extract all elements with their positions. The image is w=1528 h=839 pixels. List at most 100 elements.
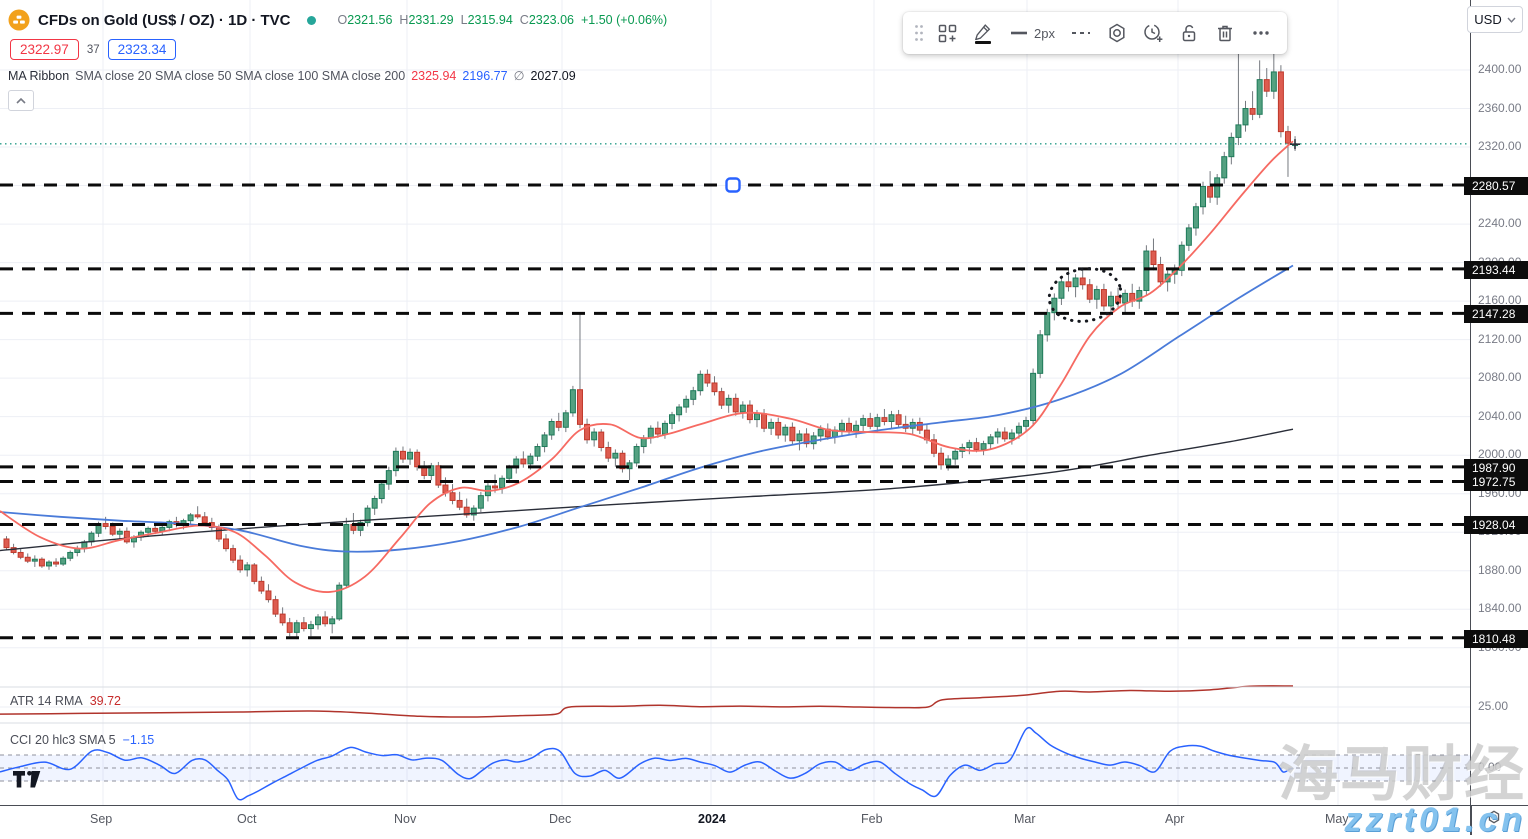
candle-body xyxy=(895,414,902,425)
close-value: 2323.06 xyxy=(528,13,574,27)
gear-hex-icon xyxy=(1488,810,1500,824)
candle-body xyxy=(1178,244,1185,271)
candle-body xyxy=(838,422,845,431)
candle-body xyxy=(102,523,109,527)
sma50-line xyxy=(0,264,1294,553)
candle-body xyxy=(1100,289,1107,307)
candle-body xyxy=(1044,312,1051,336)
price-level-badge[interactable]: 1972.75 xyxy=(1464,473,1528,492)
candle-body xyxy=(251,564,258,582)
candle-body xyxy=(1284,131,1291,144)
candle-body xyxy=(817,428,824,437)
candle-body xyxy=(88,532,95,543)
pencil-icon xyxy=(974,23,991,40)
symbol-row: CFDs on Gold (US$ / OZ) · 1D · TVC O2321… xyxy=(8,8,667,32)
candle-body xyxy=(520,458,527,465)
trash-icon xyxy=(1217,25,1232,42)
price-axis[interactable]: 2400.002360.002320.002280.002240.002200.… xyxy=(1464,0,1528,805)
candle-body xyxy=(378,483,385,500)
candle-body xyxy=(456,499,463,508)
price-level-badge[interactable]: 2193.44 xyxy=(1464,260,1528,279)
time-axis[interactable]: Sep Oct Nov Dec 2024 Feb Mar Apr May xyxy=(0,805,1528,835)
tradingview-logo[interactable] xyxy=(13,771,42,793)
candle-body xyxy=(1065,281,1072,288)
cci-label: CCI 20 hlc3 SMA 5 xyxy=(10,733,116,747)
chart-canvas[interactable] xyxy=(0,0,1470,805)
candle-body xyxy=(888,414,895,422)
candle-body xyxy=(1079,277,1086,286)
candle-body xyxy=(449,492,456,501)
time-axis-label: 2024 xyxy=(698,812,726,826)
cci-legend[interactable]: CCI 20 hlc3 SMA 5 −1.15 xyxy=(10,733,154,747)
symbol-title[interactable]: CFDs on Gold (US$ / OZ) · 1D · TVC xyxy=(38,11,291,29)
line-width-button[interactable]: 2px xyxy=(1001,15,1063,51)
candle-body xyxy=(1249,108,1256,115)
candle-body xyxy=(357,522,364,531)
candle-body xyxy=(1008,432,1015,440)
sell-price-button[interactable]: 2322.97 xyxy=(10,39,79,60)
atr-legend[interactable]: ATR 14 RMA 39.72 xyxy=(10,694,121,708)
candle-body xyxy=(1185,227,1192,246)
candle-body xyxy=(612,452,619,459)
drawing-anchor-handle[interactable] xyxy=(725,177,741,193)
chevron-up-icon xyxy=(16,97,26,104)
time-axis-label: May xyxy=(1325,812,1349,826)
candle-body xyxy=(1263,79,1270,92)
price-tick-label: 2120.00 xyxy=(1478,331,1522,346)
candle-body xyxy=(1030,372,1037,422)
market-status-dot[interactable] xyxy=(306,15,316,25)
line-style-button[interactable] xyxy=(1063,15,1099,51)
candle-body xyxy=(1143,250,1150,292)
currency-selector[interactable]: USD xyxy=(1467,6,1523,33)
template-button[interactable] xyxy=(929,15,965,51)
candle-body xyxy=(548,420,555,436)
candle-body xyxy=(534,446,541,457)
candle-body xyxy=(123,530,130,543)
time-axis-label: Feb xyxy=(861,812,883,826)
change-value: +1.50 (+0.06%) xyxy=(581,13,668,27)
candle-body xyxy=(322,616,329,625)
candle-body xyxy=(874,417,881,427)
price-level-badge[interactable]: 1928.04 xyxy=(1464,516,1528,535)
legend-collapse-button[interactable] xyxy=(8,90,34,111)
ma-ribbon-row[interactable]: MA Ribbon SMA close 20 SMA close 50 SMA … xyxy=(8,68,667,84)
price-level-badge[interactable]: 2147.28 xyxy=(1464,305,1528,324)
alert-clock-icon xyxy=(1144,24,1163,42)
candle-body xyxy=(555,420,562,428)
buy-price-button[interactable]: 2323.34 xyxy=(107,39,177,60)
time-axis-label: Apr xyxy=(1165,812,1185,826)
toolbar-drag-handle[interactable] xyxy=(911,15,927,51)
price-level-badge[interactable]: 1987.90 xyxy=(1464,458,1528,477)
drag-dots-icon xyxy=(915,25,923,41)
ellipsis-icon xyxy=(1253,31,1269,35)
template-icon xyxy=(938,24,957,43)
lock-button[interactable] xyxy=(1171,15,1207,51)
candle-body xyxy=(1207,186,1214,198)
candle-body xyxy=(654,427,661,435)
candle-body xyxy=(492,485,499,489)
line-color-button[interactable] xyxy=(965,15,1001,51)
candle-body xyxy=(385,470,392,485)
candle-body xyxy=(3,538,10,549)
time-axis-label: Sep xyxy=(90,812,113,826)
candle-body xyxy=(938,452,945,466)
quote-row: 2322.97 37 2323.34 xyxy=(10,39,667,60)
freehand-scribble-drawing[interactable] xyxy=(1045,263,1125,327)
price-level-badge[interactable]: 1810.48 xyxy=(1464,629,1528,648)
delete-button[interactable] xyxy=(1207,15,1243,51)
candle-body xyxy=(1150,250,1157,266)
add-alert-button[interactable] xyxy=(1135,15,1171,51)
settings-button[interactable] xyxy=(1099,15,1135,51)
high-label: H xyxy=(399,13,409,27)
candle-body xyxy=(222,538,229,550)
candle-body xyxy=(739,404,746,413)
candle-body xyxy=(24,556,31,562)
more-options-button[interactable] xyxy=(1243,15,1279,51)
candle-body xyxy=(690,390,697,400)
indicator-params: SMA close 20 SMA close 50 SMA close 100 … xyxy=(75,68,406,83)
candle-body xyxy=(1023,420,1030,427)
price-level-badge[interactable]: 2280.57 xyxy=(1464,177,1528,195)
axis-settings-icon[interactable] xyxy=(1486,809,1502,830)
candle-body xyxy=(1051,297,1058,314)
indicator-name: MA Ribbon xyxy=(8,68,70,83)
